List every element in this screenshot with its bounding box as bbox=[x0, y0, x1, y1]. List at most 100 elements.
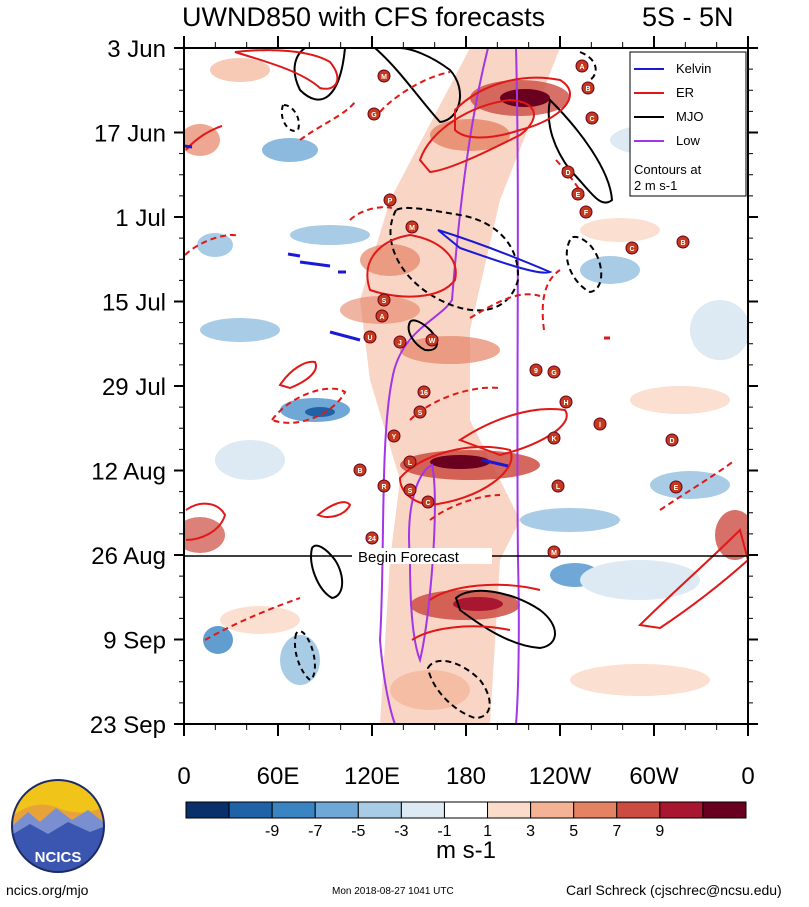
storm-label: 24 bbox=[368, 536, 376, 543]
colorbar-swatch bbox=[357, 801, 402, 819]
storm-label: Y bbox=[392, 434, 397, 441]
storm-label: M bbox=[381, 74, 387, 81]
x-tick-label: 120W bbox=[529, 763, 592, 790]
colorbar-level: 1 bbox=[483, 823, 492, 840]
storm-label: B bbox=[357, 468, 362, 475]
storm-marker: B bbox=[676, 235, 690, 249]
ncics-logo: NCICS bbox=[11, 779, 105, 873]
storm-marker: C bbox=[585, 111, 599, 125]
storm-marker: M bbox=[405, 220, 419, 234]
storm-marker: D bbox=[665, 433, 679, 447]
storm-marker: L bbox=[403, 455, 417, 469]
storm-marker: K bbox=[547, 431, 561, 445]
storm-label: D bbox=[669, 438, 674, 445]
storm-label: E bbox=[576, 192, 581, 199]
storm-marker: E bbox=[669, 480, 683, 494]
storm-marker: 16 bbox=[417, 385, 431, 399]
storm-marker: J bbox=[393, 335, 407, 349]
storm-label: K bbox=[551, 436, 556, 443]
footer-timestamp: Mon 2018-08-27 1041 UTC bbox=[332, 886, 454, 897]
storm-label: G bbox=[551, 370, 557, 377]
region-label: 5S - 5N bbox=[642, 2, 734, 32]
x-tick-label: 0 bbox=[741, 763, 754, 790]
storm-label: U bbox=[367, 335, 372, 342]
storm-label: E bbox=[674, 485, 679, 492]
colorbar-swatch bbox=[271, 801, 316, 819]
storm-label: R bbox=[381, 484, 386, 491]
colorbar-swatch bbox=[573, 801, 618, 819]
y-tick-label: 3 Jun bbox=[107, 36, 166, 63]
storm-markers: M G A B C D E F P M C B S A U J W 9 G 16… bbox=[353, 59, 690, 559]
storm-label: S bbox=[382, 298, 387, 305]
x-axis: 0 60E 120E 180 120W 60W 0 bbox=[177, 36, 755, 790]
y-tick-label: 26 Aug bbox=[91, 543, 166, 570]
storm-label: D bbox=[565, 170, 570, 177]
storm-marker: D bbox=[561, 165, 575, 179]
storm-marker: M bbox=[377, 69, 391, 83]
storm-label: 16 bbox=[420, 390, 428, 397]
storm-marker: A bbox=[375, 309, 389, 323]
storm-marker: 24 bbox=[365, 531, 379, 545]
colorbar-swatch bbox=[228, 801, 273, 819]
colorbar-unit: m s-1 bbox=[436, 837, 496, 864]
legend-label-low: Low bbox=[676, 133, 700, 148]
footer-author: Carl Schreck (cjschrec@ncsu.edu) bbox=[566, 882, 782, 898]
storm-marker: W bbox=[425, 333, 439, 347]
legend: Kelvin ER MJO Low Contours at 2 m s-1 bbox=[629, 51, 747, 197]
x-tick-label: 120E bbox=[344, 763, 400, 790]
storm-marker: H bbox=[559, 395, 573, 409]
storm-marker: M bbox=[547, 545, 561, 559]
colorbar-swatch bbox=[487, 801, 532, 819]
storm-label: H bbox=[563, 400, 568, 407]
chart-title: UWND850 with CFS forecasts bbox=[182, 2, 546, 32]
storm-marker: S bbox=[413, 405, 427, 419]
logo-text: NCICS bbox=[35, 849, 82, 866]
storm-label: F bbox=[584, 210, 589, 217]
storm-marker: L bbox=[551, 479, 565, 493]
x-tick-label: 60W bbox=[629, 763, 679, 790]
colorbar-level: -1 bbox=[437, 823, 451, 840]
storm-label: S bbox=[408, 488, 413, 495]
storm-label: A bbox=[379, 314, 384, 321]
storm-label: B bbox=[585, 86, 590, 93]
y-axis: 3 Jun 17 Jun 1 Jul 15 Jul 29 Jul 12 Aug 26 Aug… bbox=[90, 36, 758, 739]
x-tick-label: 0 bbox=[177, 763, 190, 790]
storm-label: B bbox=[680, 240, 685, 247]
storm-marker: 9 bbox=[529, 363, 543, 377]
y-tick-label: 15 Jul bbox=[102, 290, 166, 317]
colorbar-swatch bbox=[702, 801, 747, 819]
storm-label: J bbox=[398, 340, 402, 347]
colorbar-swatch bbox=[314, 801, 359, 819]
storm-marker: B bbox=[581, 81, 595, 95]
storm-marker: U bbox=[363, 330, 377, 344]
storm-label: L bbox=[556, 484, 561, 491]
storm-marker: S bbox=[403, 483, 417, 497]
storm-marker: Y bbox=[387, 429, 401, 443]
y-tick-label: 12 Aug bbox=[91, 459, 166, 486]
storm-label: A bbox=[579, 64, 584, 71]
colorbar-swatch bbox=[530, 801, 575, 819]
storm-label: P bbox=[388, 198, 393, 205]
forecast-label: Begin Forecast bbox=[358, 549, 460, 566]
storm-marker: I bbox=[593, 417, 607, 431]
colorbar-swatch bbox=[185, 801, 230, 819]
legend-label-kelvin: Kelvin bbox=[676, 61, 711, 76]
y-tick-label: 17 Jun bbox=[94, 121, 166, 148]
storm-label: 9 bbox=[534, 368, 538, 375]
storm-label: M bbox=[409, 225, 415, 232]
x-tick-label: 60E bbox=[257, 763, 300, 790]
storm-label: C bbox=[589, 116, 594, 123]
storm-marker: C bbox=[421, 495, 435, 509]
y-tick-label: 29 Jul bbox=[102, 374, 166, 401]
storm-marker: F bbox=[579, 205, 593, 219]
storm-label: W bbox=[429, 338, 436, 345]
storm-marker: E bbox=[571, 187, 585, 201]
storm-label: S bbox=[418, 410, 423, 417]
storm-marker: P bbox=[383, 193, 397, 207]
colorbar-level: -3 bbox=[394, 823, 408, 840]
storm-marker: C bbox=[625, 241, 639, 255]
colorbar-level: 7 bbox=[612, 823, 621, 840]
y-tick-label: 23 Sep bbox=[90, 712, 166, 739]
footer-site: ncics.org/mjo bbox=[6, 882, 89, 898]
colorbar: -9 -7 -5 -3 -1 1 3 5 7 9 bbox=[185, 801, 747, 840]
